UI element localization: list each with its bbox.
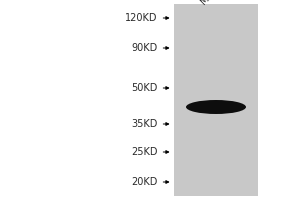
- Bar: [174, 4, 258, 196]
- Text: 50KD: 50KD: [131, 83, 158, 93]
- Text: 20KD: 20KD: [131, 177, 158, 187]
- Text: 90KD: 90KD: [131, 43, 158, 53]
- Text: MCF-7: MCF-7: [198, 0, 227, 6]
- Ellipse shape: [186, 100, 246, 114]
- Text: 25KD: 25KD: [131, 147, 158, 157]
- Text: 35KD: 35KD: [131, 119, 158, 129]
- Text: 120KD: 120KD: [125, 13, 158, 23]
